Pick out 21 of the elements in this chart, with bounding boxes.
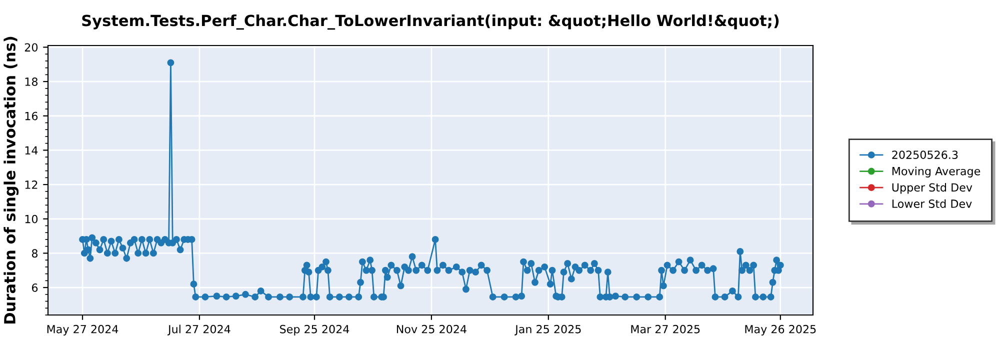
x-tick-label: Jan 25 2025 (514, 324, 581, 336)
y-tick-label: 14 (25, 146, 38, 154)
legend-label: 20250526.3 (892, 150, 958, 160)
x-tick-label: May 26 2025 (745, 324, 816, 336)
y-tick-label: 6 (32, 284, 38, 292)
x-tick-label: Nov 25 2024 (396, 324, 466, 334)
x-tick-label: Mar 27 2025 (631, 324, 700, 334)
y-tick-label: 18 (25, 78, 38, 86)
y-tick-label: 12 (25, 180, 38, 189)
y-tick-label: 8 (32, 249, 38, 258)
y-axis-title: Duration of single invocation (ns) (4, 36, 19, 324)
chart-title: System.Tests.Perf_Char.Char_ToLowerInvariant(input: &quot;Hello World!&quot;) (82, 14, 779, 30)
legend-label: Lower Std Dev (892, 199, 972, 208)
legend-label: Upper Std Dev (892, 183, 972, 194)
y-tick-label: 20 (24, 43, 38, 52)
legend-label: Moving Average (892, 166, 980, 178)
x-tick-label: Sep 25 2024 (280, 324, 350, 336)
x-tick-label: Jul 27 2024 (167, 324, 230, 336)
y-tick-label: 16 (25, 112, 38, 120)
x-tick-label: May 27 2024 (47, 324, 118, 336)
y-tick-label: 10 (25, 214, 38, 224)
